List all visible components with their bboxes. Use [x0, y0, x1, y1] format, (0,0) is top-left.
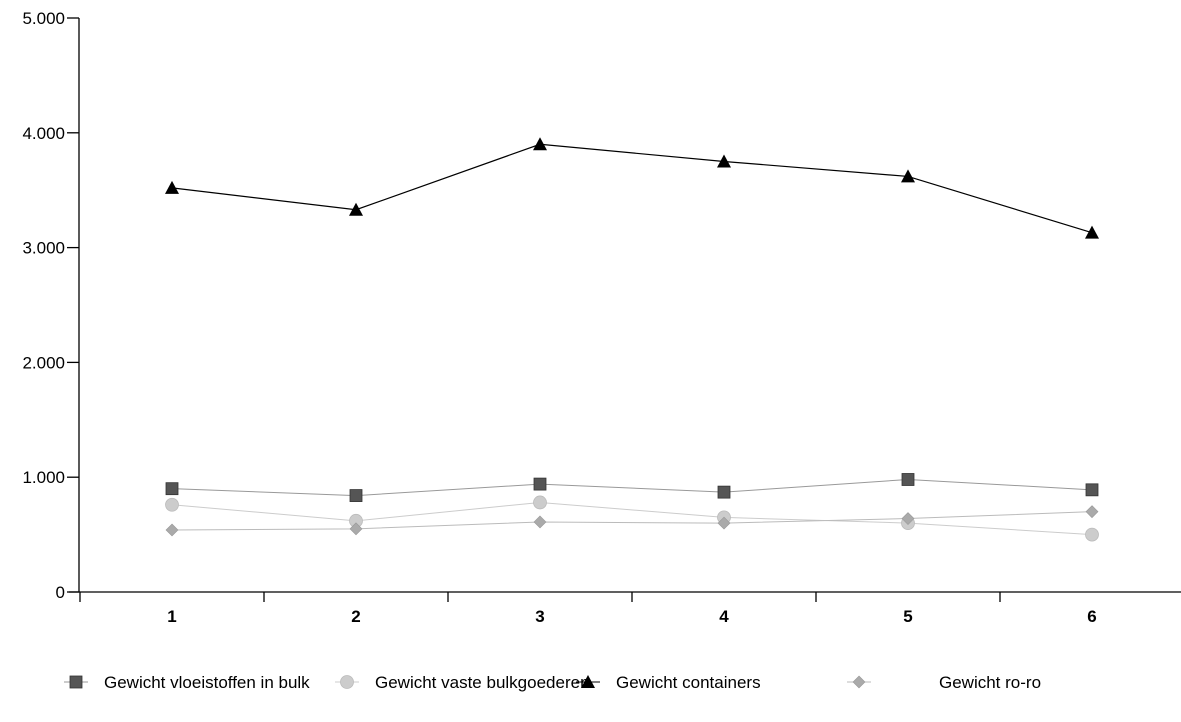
axes	[69, 18, 1181, 593]
data-point	[901, 512, 915, 525]
series-line	[171, 511, 1093, 531]
legend-marker	[340, 675, 354, 689]
y-tick-label: 5.000	[22, 9, 65, 28]
data-point	[533, 495, 547, 510]
y-tick-label: 2.000	[22, 353, 65, 372]
legend-item: Gewicht containers	[576, 673, 761, 692]
data-point	[901, 473, 915, 486]
series-line	[171, 501, 1093, 536]
legend-label: Gewicht ro-ro	[939, 673, 1041, 692]
data-point	[533, 137, 547, 151]
data-point	[1085, 505, 1099, 519]
y-tick-label: 0	[56, 583, 65, 602]
legend-label: Gewicht vloeistoffen in bulk	[104, 673, 310, 692]
y-tick-label: 4.000	[22, 124, 65, 143]
data-point	[349, 522, 363, 536]
data-point	[717, 154, 731, 168]
ticks: 0 1.000 2.000 3.000 4.000 5.000 1 2 3 4 5 6	[22, 9, 1096, 626]
data-point	[1085, 483, 1099, 497]
legend-label: Gewicht vaste bulkgoederen	[375, 673, 590, 692]
series-line	[171, 143, 1093, 234]
legend-item: Gewicht vaste bulkgoederen	[335, 673, 590, 692]
legend-marker	[581, 675, 595, 688]
data-point	[349, 489, 363, 502]
series-4	[165, 505, 1099, 537]
x-tick-label: 5	[903, 607, 912, 626]
legend-marker	[69, 675, 83, 689]
legend-marker	[852, 675, 866, 689]
y-tick-label: 3.000	[22, 239, 65, 258]
series-line	[171, 478, 1093, 497]
data-point	[349, 202, 363, 216]
legend: Gewicht vloeistoffen in bulk Gewicht vast…	[64, 673, 1041, 692]
data-point	[717, 516, 731, 530]
data-point	[1085, 527, 1099, 542]
legend-item: Gewicht ro-ro	[847, 673, 1041, 692]
data-point	[165, 482, 179, 496]
data-point	[1085, 225, 1099, 239]
series-2	[165, 495, 1099, 542]
data-point	[533, 515, 547, 529]
x-tick-label: 2	[351, 607, 360, 626]
x-tick-label: 3	[535, 607, 544, 626]
y-tick-label: 1.000	[22, 468, 65, 487]
series-3	[165, 137, 1099, 239]
data-point	[901, 169, 915, 183]
data-point	[165, 497, 179, 512]
data-point	[165, 180, 179, 194]
legend-item: Gewicht vloeistoffen in bulk	[64, 673, 310, 692]
data-point	[533, 477, 547, 491]
x-tick-label: 6	[1087, 607, 1096, 626]
series-1	[165, 473, 1099, 502]
series-layer	[165, 137, 1099, 542]
legend-label: Gewicht containers	[616, 673, 761, 692]
x-tick-label: 4	[719, 607, 729, 626]
data-point	[165, 523, 179, 537]
data-point	[717, 485, 731, 499]
x-tick-label: 1	[167, 607, 176, 626]
